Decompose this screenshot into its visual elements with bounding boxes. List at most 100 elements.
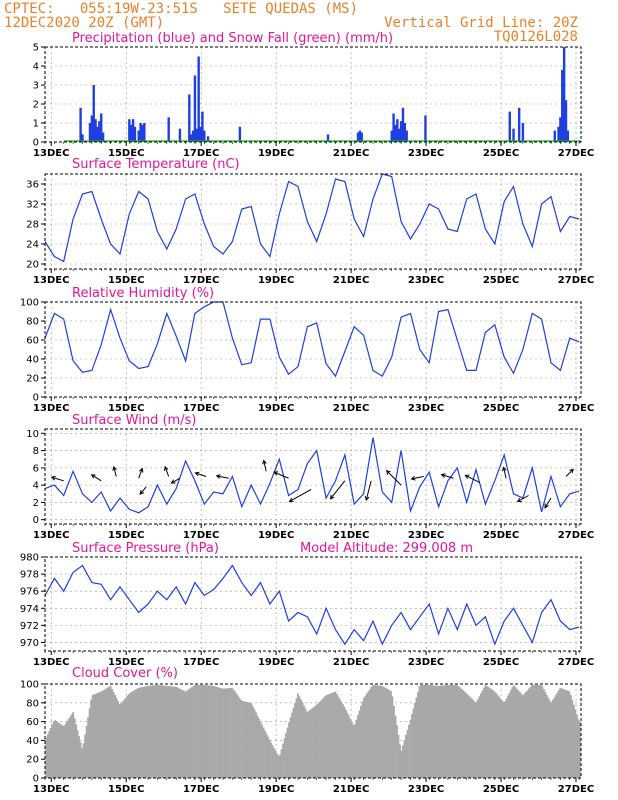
cloud-bar — [126, 696, 128, 778]
cloud-bar — [363, 697, 365, 778]
cloud-bar — [283, 738, 286, 778]
cloud-bar — [554, 694, 557, 778]
cloud-bar — [571, 699, 574, 778]
precip-bar — [79, 107, 82, 142]
cloud-bar — [342, 704, 344, 778]
cloud-xtick-label: 23DEC — [408, 784, 444, 795]
precip-xtick-label: 25DEC — [483, 148, 519, 159]
cloud-bar — [66, 721, 69, 778]
temp-xtick-label: 13DEC — [33, 275, 69, 286]
cloud-bar — [505, 698, 508, 778]
cloud-bar — [186, 690, 188, 778]
cloud-bar — [438, 685, 440, 778]
cloud-bar — [310, 708, 313, 778]
cloud-bar — [556, 692, 559, 778]
rh-ytick-label: 80 — [26, 317, 39, 328]
cloud-bar — [569, 695, 572, 778]
precip-bar — [133, 126, 137, 142]
wind-vector-head — [364, 495, 370, 502]
cloud-bar — [430, 685, 433, 778]
cloud-bar — [255, 712, 257, 778]
cloud-bar — [548, 700, 551, 778]
pressure-ytick-label: 970 — [20, 638, 39, 649]
cloud-bar — [183, 690, 185, 778]
cloud-bar — [480, 693, 482, 778]
cloud-bar — [145, 686, 148, 778]
cloud-ytick-label: 20 — [26, 755, 39, 766]
cloud-bar — [244, 701, 247, 778]
precip-bar — [553, 130, 556, 142]
precip-bar — [399, 121, 403, 142]
cloud-bar — [312, 707, 314, 778]
wind-xtick-label: 13DEC — [33, 530, 69, 541]
cloud-bar — [129, 692, 131, 778]
cloud-bar — [472, 700, 475, 778]
cloud-bar — [551, 699, 554, 778]
cloud-bar — [523, 693, 526, 778]
cloud-bar — [94, 693, 97, 778]
precip-bar — [405, 130, 408, 142]
cloud-bar — [575, 714, 578, 778]
cloud-bar — [369, 689, 371, 778]
cloud-bar — [118, 703, 121, 778]
cloud-bar — [70, 714, 73, 778]
cloud-bar — [103, 689, 106, 778]
precip-xtick-label: 15DEC — [108, 148, 144, 159]
temp-xtick-label: 17DEC — [183, 275, 219, 286]
cloud-bar — [109, 685, 112, 778]
precip-bar — [94, 119, 97, 142]
wind-vector-head — [516, 497, 522, 502]
cloud-bar — [214, 686, 217, 778]
cloud-bar — [207, 685, 209, 778]
cloud-xtick-label: 13DEC — [33, 784, 69, 795]
cloud-bar — [324, 696, 326, 778]
precip-panel: Precipitation (blue) and Snow Fall (gree… — [33, 31, 595, 159]
cloud-bar — [478, 696, 481, 778]
temp-panel: Surface Temperature (nC) 20 24 28 32 36 13DEC… — [26, 157, 594, 286]
cloud-bar — [270, 742, 272, 778]
pressure-xtick-label: 17DEC — [183, 657, 219, 668]
cloud-bar — [321, 699, 323, 778]
cloud-bar — [542, 689, 545, 778]
cloud-bar — [88, 708, 91, 778]
cloud-bar — [469, 697, 472, 778]
cloud-bar — [565, 690, 568, 778]
cloud-bar — [396, 725, 398, 778]
cloud-bar — [453, 684, 455, 778]
cloud-bar — [162, 685, 164, 778]
cloud-bar — [477, 699, 479, 778]
cloud-bar — [387, 689, 389, 778]
cloud-bar — [195, 684, 197, 778]
cloud-bar — [408, 724, 410, 778]
precip-xtick-label: 21DEC — [333, 148, 369, 159]
cloud-xtick-label: 21DEC — [333, 784, 369, 795]
rh-ytick-label: 40 — [26, 355, 39, 366]
cloud-bar — [172, 686, 175, 778]
cloud-bar — [574, 709, 577, 778]
cloud-bar — [168, 686, 170, 778]
cloud-bar — [562, 688, 565, 778]
temp-ytick-label: 32 — [26, 200, 39, 211]
cloud-bar — [370, 687, 373, 778]
precip-bar — [403, 123, 407, 142]
cloud-bar — [496, 694, 499, 778]
wind-vector — [274, 471, 289, 479]
cloud-bar — [297, 693, 299, 778]
precip-bar — [139, 123, 142, 142]
cloud-bar — [532, 684, 535, 778]
cloud-bar — [357, 715, 359, 778]
cloud-bar — [75, 724, 78, 778]
temp-ytick-label: 28 — [26, 220, 39, 231]
cloud-bar — [445, 685, 448, 778]
rh-panel: Relative Humidity (%) 0 20 40 60 80 100 13DEC 1… — [20, 286, 594, 414]
cloud-bar — [498, 696, 500, 778]
cloud-bar — [526, 690, 529, 778]
cloud-ytick-label: 0 — [33, 774, 39, 785]
temp-series-line — [44, 173, 580, 263]
cloud-bar — [358, 710, 361, 778]
cloud-bar — [450, 684, 452, 778]
cloud-ytick-label: 40 — [26, 736, 39, 747]
cloud-bar — [45, 737, 48, 778]
cloud-bar — [252, 706, 254, 778]
cloud-bar — [304, 708, 307, 778]
